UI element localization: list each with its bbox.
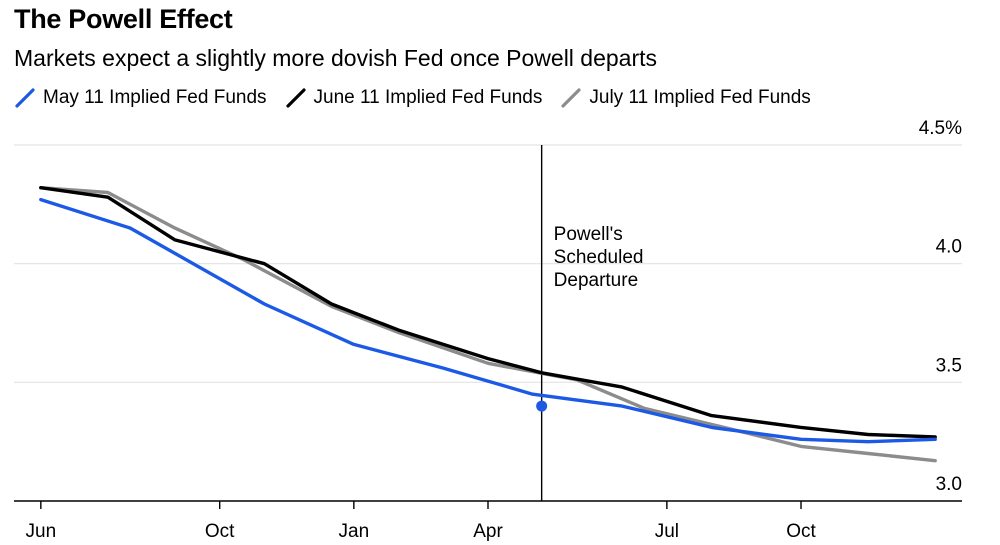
x-tick-label: Jan — [339, 521, 370, 542]
legend-label-june: June 11 Implied Fed Funds — [313, 87, 543, 108]
legend-item-june: June 11 Implied Fed Funds — [285, 87, 543, 109]
x-tick-label: Apr — [473, 521, 503, 542]
legend-item-may: May 11 Implied Fed Funds — [14, 87, 267, 109]
x-tick-label: Jun — [26, 521, 57, 542]
series-line-may — [39, 197, 937, 444]
legend-label-may: May 11 Implied Fed Funds — [43, 87, 267, 108]
y-tick-label: 3.5 — [936, 355, 962, 376]
departure-marker — [536, 400, 548, 412]
legend-label-july: July 11 Implied Fed Funds — [589, 87, 811, 108]
legend-swatch-july-icon — [561, 88, 581, 108]
y-tick-label: 3.0 — [936, 474, 962, 495]
chart-subtitle: Markets expect a slightly more dovish Fe… — [14, 45, 658, 71]
chart-title: The Powell Effect — [14, 4, 233, 34]
y-tick-label: 4.0 — [936, 237, 962, 258]
x-tick-label: Oct — [786, 521, 816, 542]
x-tick-label: Oct — [205, 521, 235, 542]
annotation-text: Scheduled — [554, 247, 644, 268]
annotation-text: Powell's — [554, 224, 623, 245]
series-line-july — [39, 185, 937, 463]
legend-item-july: July 11 Implied Fed Funds — [560, 87, 811, 109]
x-tick-label: Jul — [655, 521, 679, 542]
series-line-june — [39, 185, 937, 439]
legend: May 11 Implied Fed Funds June 11 Implied… — [14, 86, 829, 110]
legend-swatch-june-icon — [285, 88, 306, 108]
legend-swatch-may-icon — [15, 88, 35, 108]
y-tick-label: 4.5% — [919, 118, 962, 139]
annotation-text: Departure — [554, 270, 639, 291]
